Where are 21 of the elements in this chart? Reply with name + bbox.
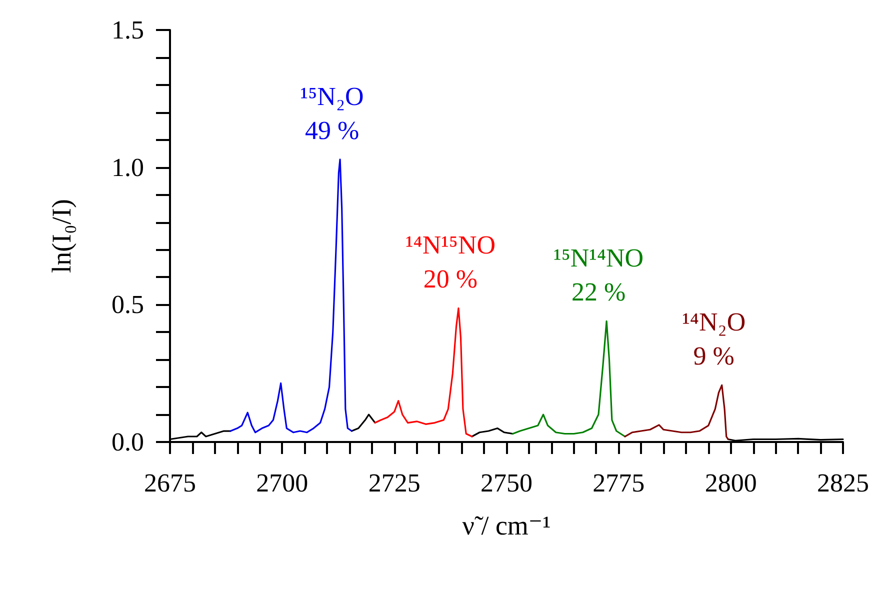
x-tick-label: 2725 <box>368 468 420 498</box>
x-tick-label: 2750 <box>480 468 532 498</box>
y-tick-label: 0.0 <box>112 428 144 456</box>
x-tick-label: 2775 <box>592 468 645 498</box>
x-tick-label: 2800 <box>704 468 757 498</box>
x-tick-label: 2825 <box>817 468 869 498</box>
annotation: ¹⁵N₂O 49 % <box>300 82 364 145</box>
x-tick-label: 2700 <box>256 468 308 498</box>
annotation: ¹⁵N¹⁴NO 22 % <box>554 244 644 307</box>
y-tick-label: 1.5 <box>112 16 144 44</box>
line-series <box>230 158 353 434</box>
annotation: ¹⁴N₂O 9 % <box>682 308 746 371</box>
line-series <box>512 320 626 438</box>
y-tick-label: 0.5 <box>112 290 144 320</box>
line-series <box>624 384 729 440</box>
line-series <box>374 307 473 438</box>
annotation: ¹⁴N¹⁵NO 20 % <box>405 230 496 294</box>
x-axis-title: ν̃ / cm⁻¹ <box>462 510 551 540</box>
y-axis-title: ln(I₀/I) <box>46 199 76 273</box>
y-tick-label: 1.0 <box>112 152 144 182</box>
x-tick-label: 2675 <box>144 468 196 498</box>
